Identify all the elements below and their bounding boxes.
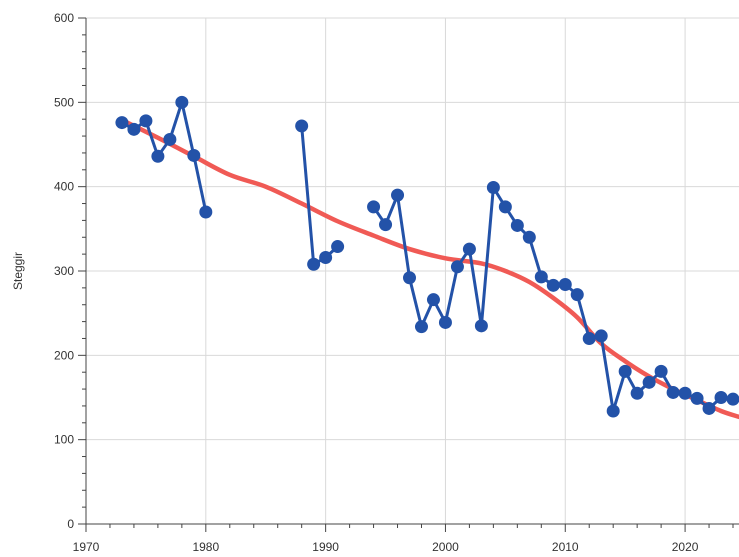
trend-line xyxy=(119,117,739,420)
grid xyxy=(86,17,739,524)
data-point xyxy=(522,230,536,244)
data-point xyxy=(642,375,656,389)
x-tick-label: 1990 xyxy=(312,540,339,554)
x-tick-label: 2010 xyxy=(552,540,579,554)
y-axis-label: Steggir xyxy=(11,252,25,290)
data-point xyxy=(546,278,560,292)
data-point xyxy=(163,132,177,146)
data-point xyxy=(666,385,680,399)
data-point xyxy=(534,270,548,284)
data-point xyxy=(379,218,393,232)
y-tick-label: 400 xyxy=(54,180,74,194)
data-point xyxy=(510,218,524,232)
y-tick-label: 600 xyxy=(54,11,74,25)
data-point xyxy=(486,181,500,195)
data-point xyxy=(618,364,632,378)
data-point xyxy=(678,386,692,400)
data-point xyxy=(414,320,428,334)
data-point xyxy=(582,331,596,345)
data-point xyxy=(498,200,512,214)
data-point xyxy=(199,205,213,219)
data-point xyxy=(606,404,620,418)
y-tick-label: 200 xyxy=(54,348,74,362)
data-point xyxy=(450,260,464,274)
data-point xyxy=(175,95,189,109)
data-point xyxy=(474,319,488,333)
data-point xyxy=(139,114,153,128)
data-point xyxy=(702,401,716,415)
data-point xyxy=(367,200,381,214)
data-point xyxy=(438,315,452,329)
data-point xyxy=(403,271,417,285)
y-tick-label: 0 xyxy=(67,517,74,531)
data-point xyxy=(726,392,739,406)
data-point xyxy=(115,116,129,130)
data-point xyxy=(570,288,584,302)
data-point xyxy=(594,329,608,343)
data-point xyxy=(714,391,728,404)
observed-line-segment xyxy=(300,125,339,266)
axes: 0 100 200 300 400 500 600 1970 1980 1990 2000 2010 2… xyxy=(54,11,739,554)
y-tick-label: 300 xyxy=(54,264,74,278)
data-point xyxy=(462,242,476,256)
data-point xyxy=(319,251,333,265)
data-point xyxy=(151,149,165,163)
trend-curve xyxy=(119,117,739,420)
x-tick-label: 1980 xyxy=(192,540,219,554)
x-tick-label: 2020 xyxy=(672,540,699,554)
x-tick-label: 2000 xyxy=(432,540,459,554)
data-point xyxy=(391,188,405,202)
observed-series xyxy=(115,95,739,418)
data-point xyxy=(690,391,704,405)
data-point xyxy=(654,364,668,378)
data-point xyxy=(331,240,345,254)
data-point xyxy=(426,293,440,307)
x-tick-label: 1970 xyxy=(73,540,100,554)
y-tick-label: 500 xyxy=(54,95,74,109)
data-point xyxy=(127,122,141,136)
data-point xyxy=(307,257,321,271)
data-point xyxy=(558,277,572,291)
y-tick-label: 100 xyxy=(54,433,74,447)
data-point xyxy=(187,148,201,162)
data-point xyxy=(295,119,309,133)
data-point xyxy=(630,386,644,400)
